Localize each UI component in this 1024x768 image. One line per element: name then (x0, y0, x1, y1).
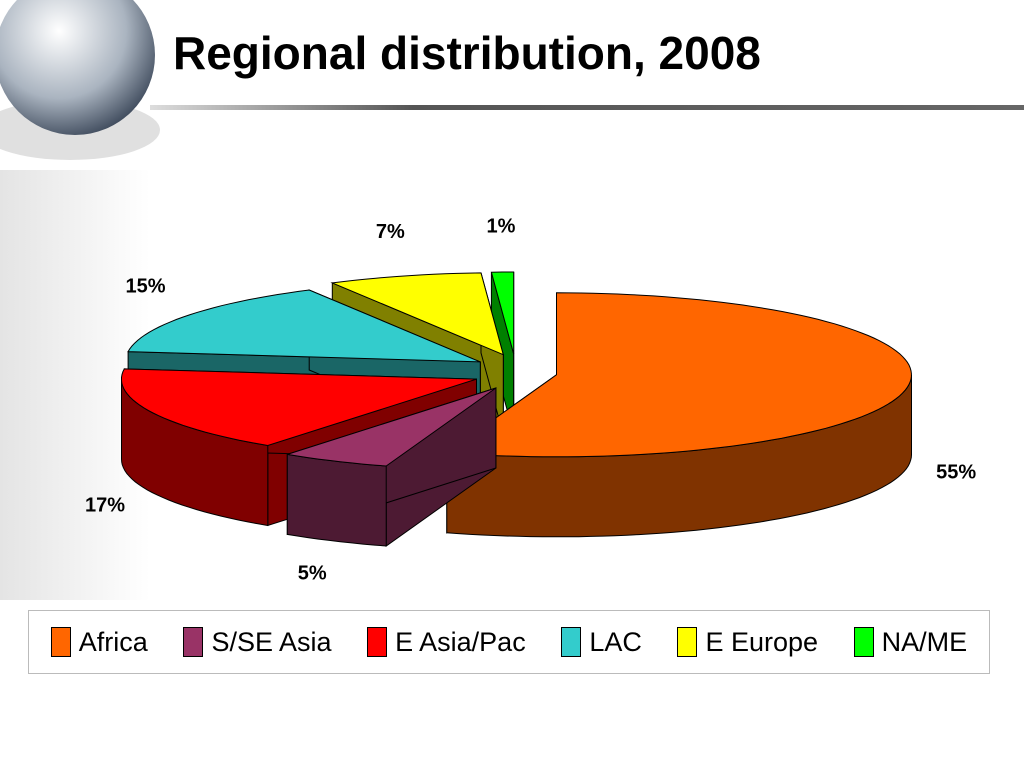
legend-swatch (183, 627, 204, 657)
globe (0, 0, 155, 135)
legend-item: S/SE Asia (183, 626, 332, 658)
legend-label: NA/ME (881, 626, 968, 657)
data-label: 1% (487, 215, 516, 237)
chart-title: Regional distribution, 2008 (173, 27, 761, 79)
legend-item: E Europe (677, 627, 818, 658)
data-label: 7% (376, 221, 405, 243)
slice-top (445, 292, 912, 458)
legend-swatch (561, 627, 582, 657)
legend-item: Africa (50, 626, 148, 658)
data-label: 55% (936, 462, 976, 484)
legend-swatch (367, 627, 388, 657)
slice (445, 292, 912, 538)
legend-swatch (50, 627, 71, 657)
data-label: 17% (85, 495, 125, 517)
slice-top (287, 387, 497, 467)
data-label: 15% (126, 275, 166, 297)
legend-item: E Asia/Pac (367, 627, 526, 658)
slice-top (490, 271, 515, 355)
legend-label: S/SE Asia (211, 626, 332, 657)
legend-item: LAC (561, 627, 642, 658)
slice-top (127, 289, 481, 363)
legend-label: E Asia/Pac (395, 626, 526, 657)
legend: Africa S/SE Asia E Asia/Pac LAC E Europe NA/M… (28, 610, 990, 674)
title-rule (150, 105, 1024, 110)
slice-rim (286, 453, 387, 547)
legend-label: E Europe (705, 626, 819, 657)
legend-swatch (853, 627, 874, 657)
slice (286, 387, 497, 547)
slice-top (330, 272, 505, 356)
legend-item: NA/ME (853, 626, 968, 658)
pie: 55% 5% 17% 15% 7% 1% (85, 215, 976, 584)
legend-label: Africa (78, 626, 148, 657)
legend-swatch (677, 627, 698, 657)
legend-label: LAC (589, 626, 642, 657)
slice-top (121, 368, 477, 447)
data-label: 5% (298, 562, 327, 584)
